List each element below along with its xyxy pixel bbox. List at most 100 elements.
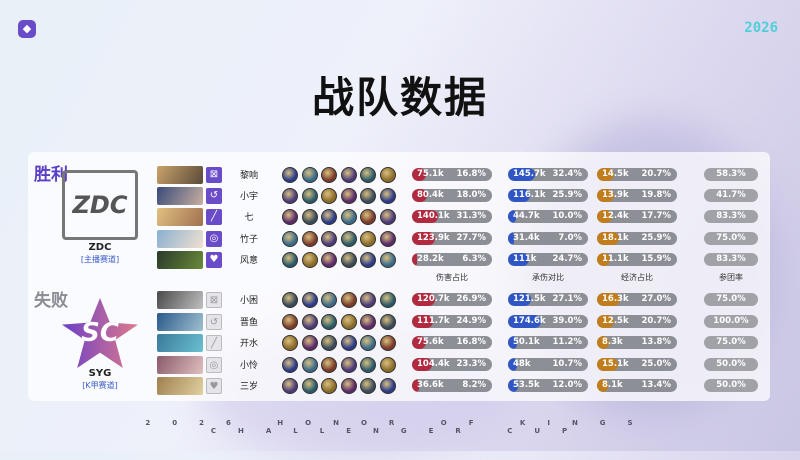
player-name: 竹子 (239, 235, 258, 245)
taken-bar: 44.7k 10.0% (508, 210, 588, 223)
damage-bar-fill (412, 189, 428, 202)
taken-value: 50.1k (513, 337, 540, 347)
equipment-item-icon (379, 314, 396, 330)
econ-bar-fill (597, 232, 619, 245)
econ-bar-fill (597, 315, 615, 328)
taken-bar-fill (508, 253, 529, 266)
equipment-item-icon (360, 188, 376, 204)
taken-percent: 25.9% (552, 190, 583, 200)
taken-bar: 121.5k 27.1% (508, 293, 588, 306)
taken-value: 31.4k (513, 233, 540, 243)
damage-bar: 123.9k 27.7% (412, 232, 492, 245)
damage-bar-fill (412, 293, 435, 306)
econ-value: 11.1k (602, 254, 629, 264)
damage-percent: 24.9% (456, 316, 487, 326)
econ-bar-fill (597, 336, 609, 349)
econ-percent: 25.0% (641, 359, 672, 369)
taken-percent: 24.7% (552, 254, 583, 264)
equipment-item-icon (301, 292, 318, 308)
damage-bar: 140.1k 31.3% (412, 210, 492, 223)
equipment-item-icon (301, 378, 318, 394)
hero-portrait (157, 334, 203, 352)
clash-lane-icon: ⊠ (206, 167, 222, 183)
player-name: 三岁 (239, 382, 258, 392)
taken-value: 48k (513, 359, 531, 369)
econ-bar-fill (597, 379, 609, 392)
participation-rate: 83.3% (704, 210, 758, 223)
player-row: ◎ 竹子 123.9k 27.7% 31.4k 7.0% 18.1k 25.9% 75.0% (157, 230, 767, 248)
support-icon: ♥ (206, 252, 222, 268)
damage-bar: 75.6k 16.8% (412, 336, 492, 349)
equipment-item-icon (379, 357, 396, 373)
hero-portrait (157, 208, 203, 226)
econ-percent: 15.9% (641, 254, 672, 264)
econ-bar: 8.3k 13.8% (597, 336, 677, 349)
taken-bar: 145.7k 32.4% (508, 168, 588, 181)
taken-value: 44.7k (513, 211, 540, 221)
hero-portrait (157, 166, 203, 184)
equipment-item-icon (321, 209, 337, 225)
damage-bar: 36.6k 8.2% (412, 379, 492, 392)
econ-value: 15.1k (602, 359, 629, 369)
equipment-item-icon (282, 357, 298, 373)
participation-rate: 58.3% (704, 168, 758, 181)
player-name: 开水 (239, 339, 258, 349)
taken-bar-fill (508, 315, 541, 328)
taken-percent: 7.0% (558, 233, 582, 243)
damage-percent: 16.8% (456, 169, 487, 179)
damage-value: 36.6k (417, 380, 444, 390)
econ-bar: 13.9k 19.8% (597, 189, 677, 202)
damage-bar: 75.1k 16.8% (412, 168, 492, 181)
econ-bar-fill (597, 253, 611, 266)
damage-value: 75.6k (417, 337, 444, 347)
equipment-item-icon (360, 314, 376, 330)
taken-percent: 27.1% (552, 294, 583, 304)
damage-percent: 27.7% (456, 233, 487, 243)
econ-bar: 15.1k 25.0% (597, 358, 677, 371)
damage-bar-fill (412, 210, 439, 223)
participation-rate: 75.0% (704, 232, 758, 245)
equipment-item-icon (301, 252, 318, 268)
econ-bar: 14.5k 20.7% (597, 168, 677, 181)
equipment-item-icon (379, 378, 396, 394)
mid-lane-icon: ◎ (206, 231, 222, 247)
equipment-item-icon (301, 357, 318, 373)
equipment-item-icon (360, 231, 376, 247)
equipment-item-icon (321, 252, 337, 268)
econ-percent: 13.8% (641, 337, 672, 347)
hero-portrait (157, 251, 203, 269)
damage-value: 111.7k (417, 316, 450, 326)
econ-bar-fill (597, 293, 620, 306)
damage-value: 75.1k (417, 169, 444, 179)
equipment-item-icon (379, 292, 396, 308)
equipment-item-icon (301, 167, 318, 183)
equipment-item-icon (360, 209, 376, 225)
equipment-item-icon (321, 314, 337, 330)
app-logo-icon: ◆ (18, 20, 36, 38)
damage-percent: 23.3% (456, 359, 487, 369)
equipment-item-icon (301, 188, 318, 204)
taken-value: 53.5k (513, 380, 540, 390)
taken-percent: 11.2% (552, 337, 583, 347)
equipment-item-icon (340, 314, 357, 330)
equipment-item-icon (340, 167, 357, 183)
equipment-item-icon (321, 188, 337, 204)
participation-rate: 83.3% (704, 253, 758, 266)
damage-bar: 28.2k 6.3% (412, 253, 492, 266)
taken-bar-fill (508, 379, 519, 392)
column-header-economy: 经济占比 (621, 273, 653, 282)
participation-rate: 50.0% (704, 379, 758, 392)
damage-value: 104.4k (417, 359, 450, 369)
equipment-item-icon (282, 314, 298, 330)
taken-percent: 39.0% (552, 316, 583, 326)
econ-percent: 13.4% (641, 380, 672, 390)
player-name: 晋鱼 (239, 318, 258, 328)
taken-bar: 48k 10.7% (508, 358, 588, 371)
player-row: ♥ 风意 28.2k 6.3% 111k 24.7% 11.1k 15.9% 83.3% (157, 251, 767, 269)
taken-bar: 53.5k 12.0% (508, 379, 588, 392)
equipment-item-icon (340, 357, 357, 373)
team-name: SYG (88, 368, 112, 379)
equipment-item-icon (379, 252, 396, 268)
hero-portrait (157, 230, 203, 248)
damage-bar-fill (412, 315, 433, 328)
